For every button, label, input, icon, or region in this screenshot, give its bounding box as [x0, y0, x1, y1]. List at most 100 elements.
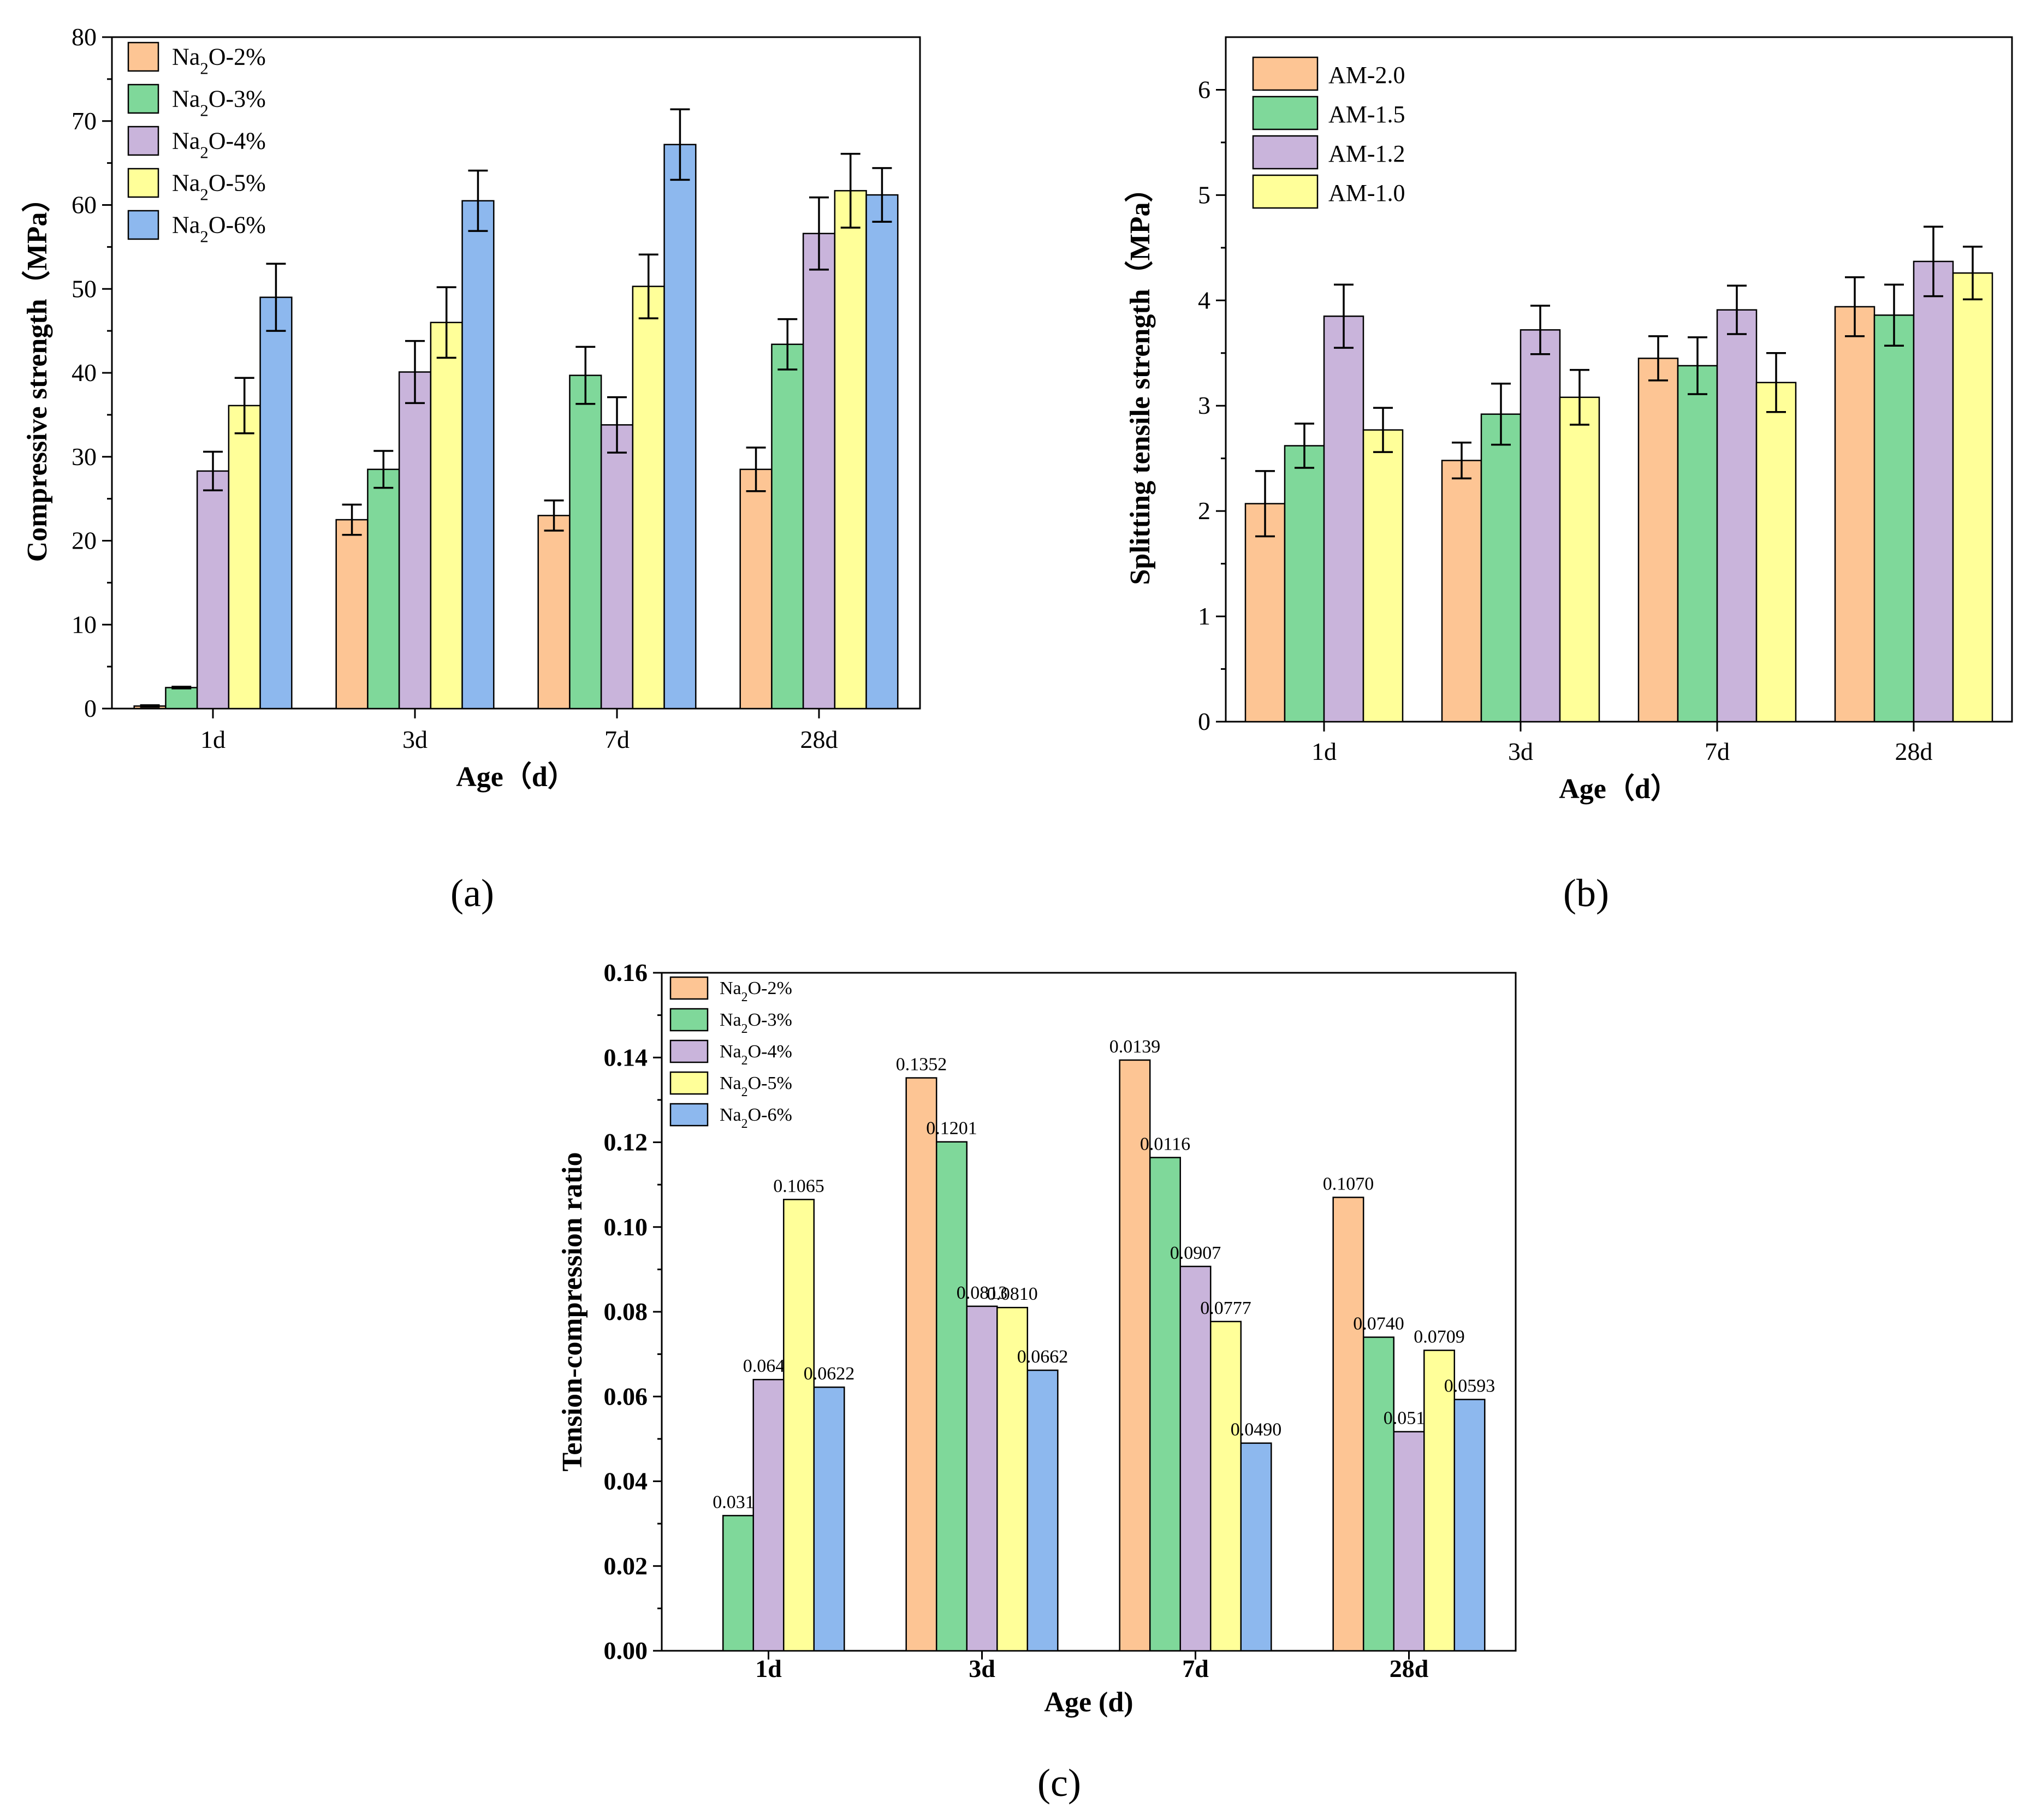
data-label: 0.0907: [1170, 1243, 1221, 1263]
bar: [722, 1515, 754, 1652]
legend-swatch: [669, 1039, 709, 1063]
legend-label: Na2O-4%: [172, 128, 266, 162]
bar: [1755, 382, 1797, 723]
x-tick-label: 28d: [1895, 737, 1933, 765]
plot-frame: [1225, 36, 2013, 723]
legend-swatch: [1252, 56, 1319, 91]
data-label: 0.0662: [1017, 1347, 1069, 1367]
bar: [1913, 260, 1954, 723]
bar: [1520, 329, 1561, 723]
data-label: 0.1352: [896, 1055, 947, 1075]
x-axis-title: Age（d）: [1559, 773, 1679, 805]
bar: [1210, 1321, 1242, 1652]
legend-label: Na2O-6%: [172, 212, 266, 246]
y-tick-label: 5: [1198, 181, 1210, 209]
data-label: 0.0777: [1200, 1298, 1251, 1318]
bar: [1873, 314, 1915, 723]
legend-label: Na2O-2%: [172, 44, 266, 78]
bar: [1149, 1157, 1181, 1652]
data-label: 0.0813: [957, 1283, 1008, 1303]
y-tick-label: 50: [72, 275, 97, 302]
y-tick-label: 0: [84, 694, 97, 722]
panel-label-a: (a): [450, 871, 494, 915]
bar: [1952, 272, 1993, 723]
bar: [1716, 309, 1758, 723]
y-tick-label: 4: [1198, 286, 1210, 314]
data-label: 0.0740: [1353, 1314, 1404, 1334]
legend: Na2O-2% Na2O-3% Na2O-4% Na2O-5% Na2O-6%: [669, 976, 792, 1131]
bar: [1559, 396, 1600, 723]
bar: [335, 519, 369, 710]
bar: [966, 1305, 998, 1652]
bar: [1362, 1336, 1394, 1652]
data-label: 0.1070: [1323, 1174, 1374, 1194]
legend-label: Na2O-5%: [172, 170, 266, 204]
panel-label-b: (b): [1563, 871, 1609, 915]
x-tick-label: 3d: [1508, 737, 1533, 765]
bar: [1480, 413, 1522, 723]
data-label: 0.1201: [926, 1119, 977, 1139]
y-tick-label: 0.10: [604, 1213, 648, 1241]
bar: [1393, 1431, 1425, 1652]
bar: [1119, 1059, 1151, 1652]
legend-swatch: [669, 976, 709, 1000]
y-axis-title: Splitting tensile strength（MPa）: [1124, 174, 1156, 585]
x-axis-title: Age（d）: [456, 761, 576, 793]
bar: [1423, 1349, 1456, 1652]
bar: [1240, 1442, 1272, 1652]
bar: [739, 468, 773, 710]
legend-swatch: [127, 41, 159, 72]
legend: AM-2.0 AM-1.5 AM-1.2 AM-1.0: [1252, 56, 1405, 209]
x-tick-label: 28d: [1390, 1655, 1429, 1682]
y-tick-label: 3: [1198, 391, 1210, 419]
y-axis-title: Compressive strength（MPa）: [21, 184, 53, 562]
y-tick-label: 60: [72, 191, 97, 219]
panel-label-c: (c): [1037, 1761, 1081, 1805]
y-tick-label: 40: [72, 359, 97, 386]
bar: [834, 190, 867, 710]
x-axis-title: Age (d): [1044, 1687, 1133, 1718]
x-tick-label: 28d: [800, 725, 838, 753]
bar: [165, 687, 198, 710]
y-axis-title: Tension-compression ratio: [557, 1152, 588, 1471]
y-tick-label: 1: [1198, 602, 1210, 630]
legend: Na2O-2% Na2O-3% Na2O-4% Na2O-5% Na2O-6%: [127, 41, 266, 246]
legend-label: Na2O-3%: [720, 1010, 792, 1036]
legend-label: AM-2.0: [1328, 62, 1405, 88]
legend-swatch: [1252, 96, 1319, 130]
y-tick-label: 80: [72, 23, 97, 51]
x-tick-label: 7d: [1705, 737, 1730, 765]
data-label: 0.1065: [773, 1176, 824, 1196]
bar: [367, 468, 400, 710]
data-label: 0.0622: [804, 1364, 855, 1384]
bar: [398, 371, 432, 710]
x-tick-label: 7d: [604, 725, 630, 753]
legend-swatch: [669, 1071, 709, 1095]
y-tick-label: 70: [72, 107, 97, 135]
bar: [569, 374, 602, 710]
data-label: 0.0593: [1444, 1376, 1495, 1396]
legend-label: Na2O-2%: [720, 978, 792, 1004]
legend-label: Na2O-5%: [720, 1073, 792, 1099]
y-tick-label: 2: [1198, 497, 1210, 525]
x-tick-label: 7d: [1182, 1655, 1209, 1682]
x-tick-label: 3d: [402, 725, 428, 753]
chart-c: 0.00 0.02 0.04 0.06 0.08 0.10 0.12 0.14 0.16 1d 0.…: [557, 959, 1517, 1718]
bar: [935, 1141, 968, 1652]
bar: [771, 343, 804, 710]
legend-swatch: [1252, 174, 1319, 209]
x-tick-label: 1d: [200, 725, 225, 753]
bar: [632, 286, 665, 710]
x-tick-label: 1d: [1311, 737, 1337, 765]
bar: [865, 194, 899, 710]
legend-swatch: [127, 126, 159, 156]
bar: [1323, 315, 1364, 723]
y-tick-label: 0.04: [604, 1467, 648, 1495]
data-label: 0.0139: [1109, 1037, 1161, 1057]
bar: [461, 200, 495, 710]
bar: [1453, 1399, 1486, 1652]
y-tick-label: 0.08: [604, 1298, 648, 1325]
y-tick-label: 0: [1198, 707, 1210, 735]
bar: [663, 144, 697, 710]
